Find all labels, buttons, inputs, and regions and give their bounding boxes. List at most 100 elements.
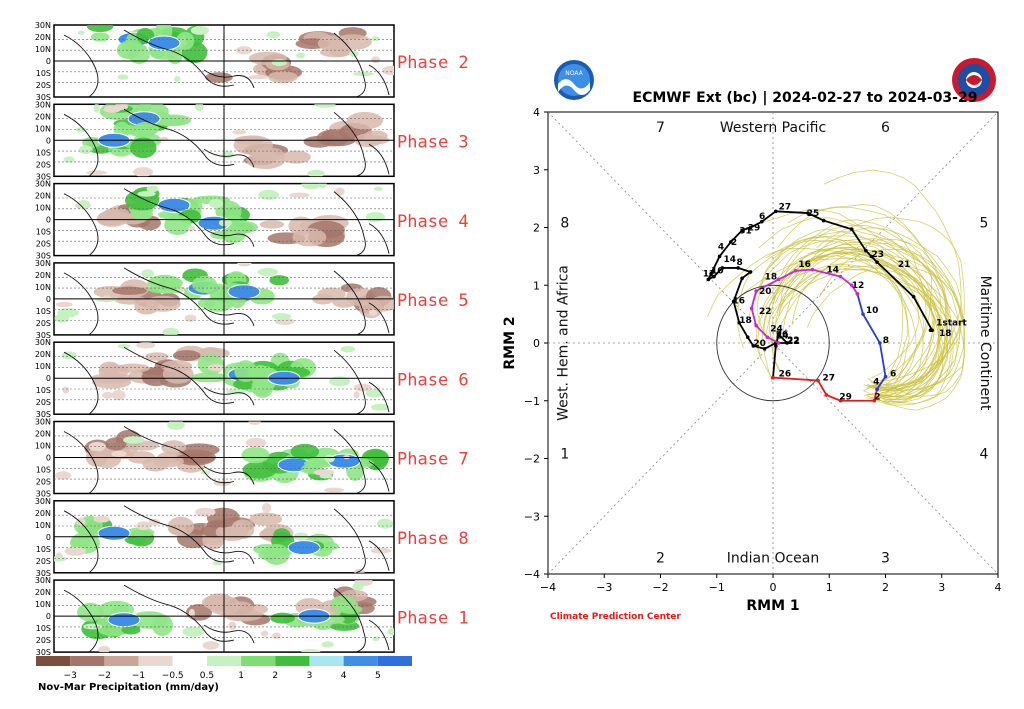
latitude-label: 10N — [35, 442, 51, 451]
observed-trajectory-day-label: 12 — [703, 270, 716, 280]
latitude-label: 10N — [35, 283, 51, 292]
minor-anomaly — [55, 301, 73, 308]
phase-label: Phase 7 — [397, 450, 469, 470]
observed-trajectory-point — [930, 328, 934, 333]
y-tick-label: −1 — [524, 395, 540, 408]
ensemble-members — [707, 169, 965, 411]
forecast-week3-point — [849, 283, 854, 288]
observed-trajectory-point — [729, 240, 733, 244]
observed-trajectory-day-label: 10 — [711, 267, 724, 277]
latitude-label: 10S — [36, 228, 51, 237]
wet-anomaly — [86, 25, 114, 33]
observed-trajectory-day-label: 24 — [776, 331, 789, 341]
forecast-week1-point — [816, 378, 820, 383]
minor-anomaly — [141, 269, 154, 278]
observed-trajectory-point — [712, 274, 716, 279]
forecast-week1-day-label: 27 — [823, 374, 836, 384]
y-tick-label: 3 — [533, 164, 540, 177]
minor-anomaly — [371, 403, 390, 411]
ensemble-member-line — [762, 208, 942, 389]
minor-anomaly — [77, 30, 85, 35]
minor-anomaly — [85, 170, 108, 175]
minor-anomaly — [300, 649, 321, 653]
region-indian-ocean: Indian Ocean — [727, 550, 819, 566]
ensemble-member-line — [801, 227, 963, 391]
minor-anomaly — [372, 636, 380, 642]
dry-anomaly — [92, 375, 132, 389]
observed-trajectory-point — [774, 209, 778, 214]
colorbar-tick-label: 2 — [272, 671, 278, 681]
dry-anomaly — [167, 516, 195, 537]
latitude-label: 20N — [35, 192, 51, 201]
observed-trajectory-point — [736, 266, 740, 270]
observed-trajectory-point — [745, 335, 750, 340]
phase-composite-panel: 30N 20N 10N 0 10S 20S 30S Phase 2 30N 20N 10N 0 10S 2… — [35, 21, 469, 693]
svg-text:NOAA: NOAA — [565, 70, 583, 77]
minor-anomaly — [75, 127, 87, 133]
latitude-label: 20S — [36, 557, 51, 566]
forecast-week3-point — [855, 292, 860, 296]
phase-map-8: 30N 20N 10N 0 10S 20S 30S Phase 1 — [35, 576, 469, 657]
ensemble-member-line — [761, 252, 910, 401]
latitude-label: 20S — [36, 478, 51, 487]
minor-anomaly — [387, 628, 394, 636]
minor-anomaly — [352, 582, 364, 591]
dry-anomaly — [249, 512, 283, 526]
minor-anomaly — [136, 342, 156, 349]
wet-anomaly — [290, 443, 320, 460]
strong-wet-anomaly — [147, 35, 181, 51]
minor-anomaly — [307, 169, 325, 177]
observed-trajectory-day-label: 27 — [779, 203, 792, 213]
minor-anomaly — [63, 156, 75, 163]
coastline — [63, 267, 390, 335]
observed-trajectory-point — [706, 277, 711, 282]
forecast-week2-day-label: 10 — [866, 306, 879, 316]
latitude-label: 10S — [36, 148, 51, 157]
phase-number-2: 2 — [656, 550, 665, 566]
forecast-week3-day-label: 16 — [798, 260, 811, 270]
minor-anomaly — [146, 185, 159, 193]
dry-anomaly — [369, 295, 394, 312]
minor-anomaly — [103, 105, 122, 113]
minor-anomaly — [77, 199, 91, 209]
forecast-week2-point — [878, 341, 882, 345]
colorbar-tick-label: 3 — [307, 671, 313, 681]
wet-anomaly — [197, 298, 216, 308]
latitude-label: 20S — [36, 240, 51, 249]
latitude-label: 10S — [36, 69, 51, 78]
forecast-week2: 4 6 8 10 — [855, 292, 896, 392]
dry-anomaly — [112, 286, 147, 295]
observed-trajectory-point — [740, 228, 744, 233]
ensemble-member-line — [816, 216, 965, 382]
dry-anomaly — [292, 228, 327, 247]
minor-anomaly — [321, 641, 334, 648]
observed-trajectory-point — [762, 346, 767, 351]
phase-label: Phase 3 — [397, 133, 469, 153]
wet-anomaly — [131, 207, 153, 221]
x-tick-label: −1 — [709, 581, 725, 594]
minor-anomaly — [324, 487, 345, 493]
forecast-week1-line — [772, 376, 878, 402]
minor-anomaly — [123, 436, 144, 444]
forecast-week1-point — [824, 393, 829, 397]
observed-trajectory-point — [740, 276, 744, 281]
phase-label: Phase 1 — [397, 608, 469, 628]
phase-label: Phase 6 — [397, 370, 469, 390]
latitude-label: 20S — [36, 398, 51, 407]
minor-anomaly — [167, 421, 185, 430]
latitude-label: 0 — [46, 612, 51, 621]
observed-trajectory-point — [748, 225, 753, 230]
wet-anomaly — [77, 602, 104, 622]
minor-anomaly — [371, 36, 380, 42]
latitude-label: 30N — [35, 338, 51, 347]
minor-anomaly — [248, 75, 269, 80]
minor-anomaly — [232, 129, 247, 135]
latitude-label: 20N — [35, 430, 51, 439]
forecast-week1-day-label: 29 — [839, 393, 852, 403]
minor-anomaly — [188, 225, 195, 232]
minor-anomaly — [117, 344, 131, 349]
latitude-label: 30S — [36, 490, 51, 499]
ensemble-member-line — [823, 169, 962, 399]
minor-anomaly — [261, 630, 269, 637]
